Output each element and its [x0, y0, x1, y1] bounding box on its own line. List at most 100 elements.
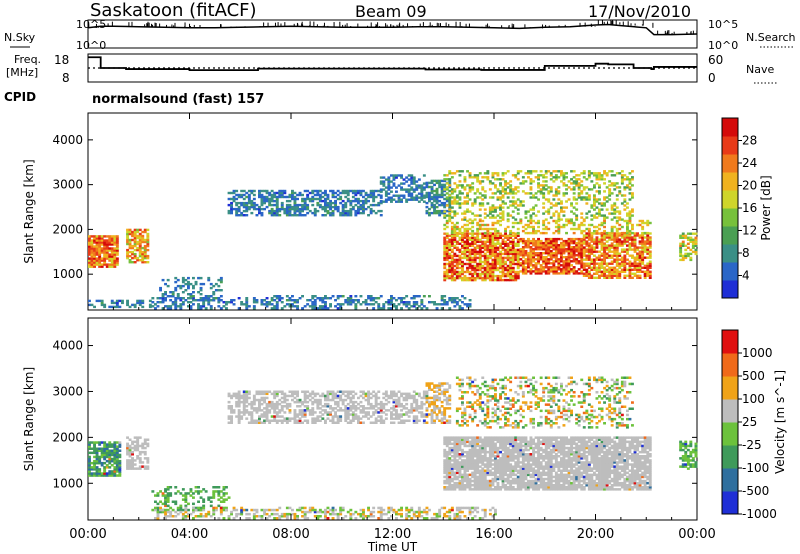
power-echo-cell — [519, 270, 523, 273]
velocity-echo-cell — [483, 512, 487, 516]
velocity-echo-cell — [108, 445, 112, 448]
power-echo-cell — [126, 303, 129, 307]
velocity-echo-cell — [192, 492, 195, 495]
power-echo-cell — [542, 192, 546, 195]
power-echo-cell — [626, 219, 629, 223]
power-echo-cell — [603, 190, 606, 193]
power-echo-cell — [506, 192, 510, 195]
power-echo-cell — [275, 303, 279, 306]
velocity-echo-cell — [219, 496, 223, 499]
power-echo-cell — [488, 276, 492, 280]
velocity-echo-cell — [349, 515, 353, 518]
power-echo-cell — [478, 182, 482, 185]
power-echo-cell — [633, 264, 637, 267]
power-echo-cell — [390, 180, 393, 183]
power-echo-cell — [110, 255, 114, 258]
velocity-echo-cell — [283, 419, 287, 422]
power-echo-cell — [458, 174, 462, 177]
power-echo-cell — [255, 299, 259, 302]
power-echo-cell — [686, 242, 690, 245]
power-echo-cell — [448, 179, 452, 183]
power-echo-cell — [433, 193, 436, 197]
power-echo-cell — [103, 261, 107, 264]
power-echo-cell — [572, 266, 576, 269]
velocity-echo-cell — [110, 445, 114, 448]
power-echo-cell — [623, 240, 627, 243]
power-echo-cell — [504, 182, 507, 185]
velocity-echo-cell — [95, 470, 99, 473]
power-echo-cell — [572, 258, 576, 261]
velocity-echo-cell — [217, 492, 221, 495]
power-echo-cell — [481, 250, 485, 254]
power-echo-cell — [126, 228, 129, 232]
power-echo-cell — [516, 274, 520, 278]
power-echo-cell — [506, 206, 510, 209]
power-echo-cell — [631, 178, 634, 181]
velocity-echo-cell — [377, 510, 381, 514]
power-echo-cell — [491, 223, 495, 227]
power-echo-cell — [618, 240, 622, 243]
velocity-echo-cell — [369, 510, 373, 514]
power-echo-cell — [364, 301, 368, 304]
power-echo-cell — [344, 189, 348, 193]
power-echo-cell — [554, 272, 558, 275]
power-echo-cell — [100, 239, 104, 242]
velocity-echo-cell — [164, 498, 167, 501]
power-echo-cell — [547, 239, 551, 243]
power-echo-cell — [288, 214, 292, 217]
power-echo-cell — [445, 240, 449, 243]
velocity-echo-cell — [318, 515, 322, 518]
power-echo-cell — [582, 188, 586, 191]
power-echo-cell — [263, 299, 266, 302]
power-echo-cell — [372, 203, 376, 207]
power-echo-cell — [598, 208, 601, 211]
power-echo-cell — [443, 203, 447, 207]
power-echo-cell — [445, 301, 449, 304]
power-echo-cell — [511, 231, 515, 235]
power-echo-cell — [519, 239, 523, 243]
power-echo-cell — [450, 200, 454, 203]
power-echo-cell — [570, 202, 573, 205]
power-echo-cell — [458, 190, 462, 193]
power-echo-cell — [633, 244, 637, 247]
power-echo-cell — [544, 231, 548, 235]
power-echo-cell — [466, 238, 469, 241]
power-echo-cell — [496, 190, 500, 193]
power-echo-cell — [222, 305, 226, 308]
power-echo-cell — [252, 301, 256, 304]
velocity-echo-cell — [443, 515, 447, 518]
power-echo-cell — [483, 196, 487, 199]
power-echo-cell — [613, 182, 617, 185]
power-echo-cell — [509, 204, 513, 207]
power-echo-cell — [275, 205, 279, 209]
power-echo-cell — [108, 237, 112, 240]
velocity-echo-cell — [133, 436, 137, 439]
power-echo-cell — [483, 262, 487, 266]
power-echo-cell — [537, 258, 540, 261]
velocity-echo-cell — [136, 455, 140, 458]
power-echo-cell — [247, 195, 251, 199]
power-echo-cell — [181, 280, 185, 284]
power-echo-cell — [476, 174, 480, 177]
power-echo-cell — [552, 204, 556, 207]
power-echo-cell — [567, 219, 571, 223]
power-echo-cell — [608, 238, 612, 241]
power-echo-cell — [511, 252, 515, 256]
power-echo-cell — [329, 203, 332, 207]
power-echo-cell — [379, 194, 383, 197]
power-echo-cell — [504, 250, 507, 254]
velocity-echo-cell — [377, 517, 381, 520]
velocity-echo-cell — [159, 506, 162, 510]
power-echo-cell — [524, 239, 528, 243]
power-echo-cell — [113, 253, 117, 256]
power-echo-cell — [468, 256, 472, 260]
power-echo-cell — [478, 192, 482, 195]
power-echo-cell — [445, 252, 449, 256]
velocity-echo-cell — [491, 515, 495, 518]
power-echo-cell — [329, 205, 332, 209]
power-echo-cell — [311, 303, 315, 306]
velocity-echo-cell — [110, 459, 114, 463]
power-echo-cell — [646, 231, 650, 235]
power-echo-cell — [278, 209, 282, 213]
power-echo-cell — [478, 240, 482, 243]
